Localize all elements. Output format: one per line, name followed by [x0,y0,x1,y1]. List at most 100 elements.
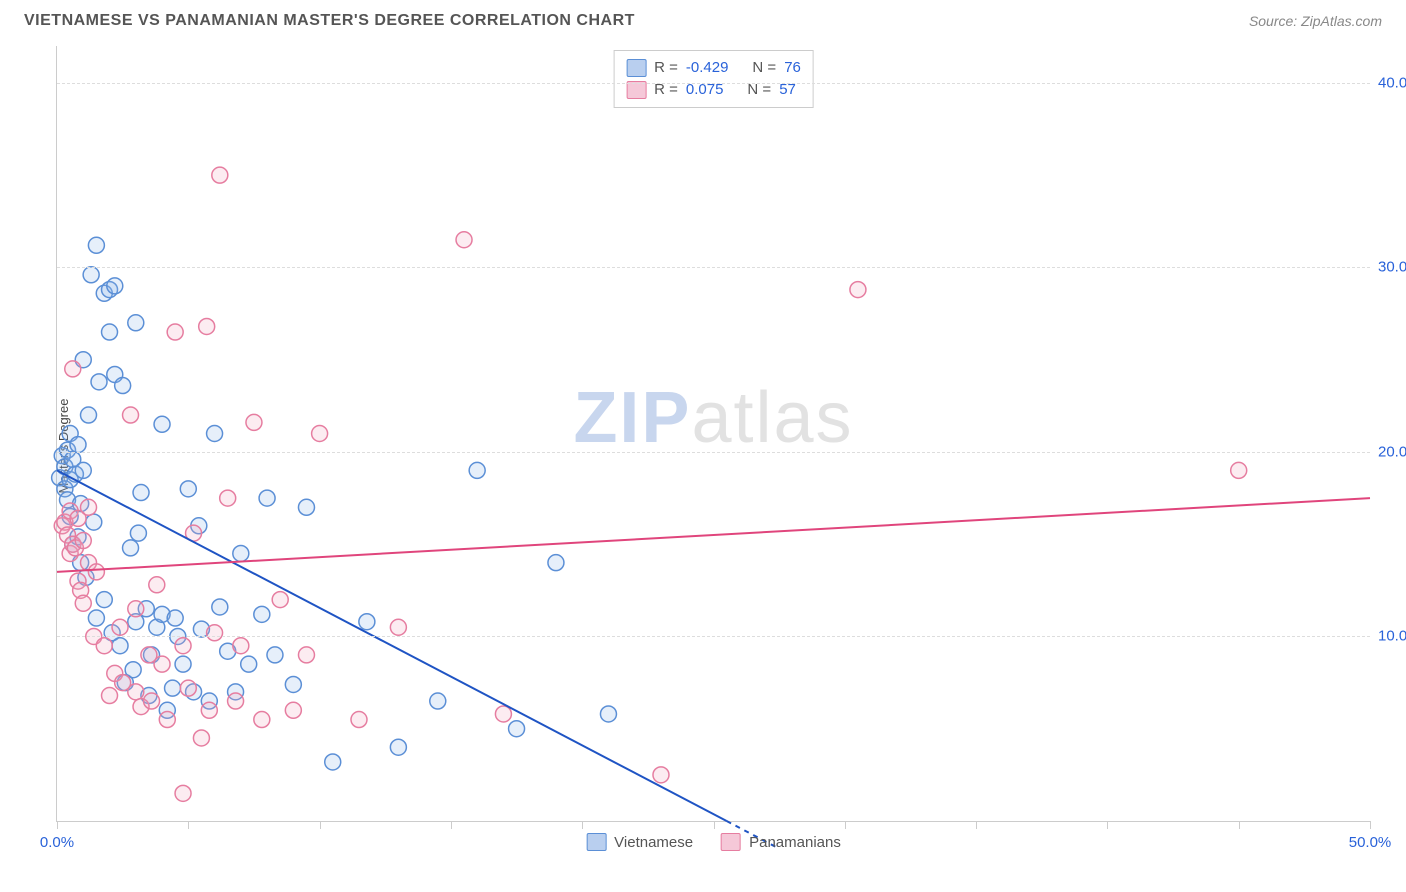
data-point [96,638,112,654]
chart-plot-area: ZIPatlas R = -0.429 N = 76 R = 0.075 N =… [56,46,1370,822]
data-point [233,545,249,561]
data-point [75,462,91,478]
data-point [70,437,86,453]
source-label: Source: ZipAtlas.com [1249,13,1382,29]
data-point [83,267,99,283]
data-point [102,324,118,340]
data-point [259,490,275,506]
data-point [144,693,160,709]
data-point [272,592,288,608]
footer-legend: Vietnamese Panamanians [586,833,841,851]
data-point [130,525,146,541]
legend-r-vietnamese: -0.429 [686,57,729,79]
data-point [220,490,236,506]
plot-svg [57,46,1370,821]
data-point [548,555,564,571]
gridline [57,636,1370,637]
data-point [88,564,104,580]
data-point [133,485,149,501]
xtick [582,821,583,829]
footer-label-vietnamese: Vietnamese [614,834,693,851]
legend-n-label: N = [752,57,776,79]
gridline [57,267,1370,268]
data-point [653,767,669,783]
data-point [165,680,181,696]
xtick [1370,821,1371,829]
correlation-legend: R = -0.429 N = 76 R = 0.075 N = 57 [613,50,814,108]
data-point [246,414,262,430]
data-point [509,721,525,737]
data-point [65,361,81,377]
regression-line [57,470,727,821]
data-point [102,688,118,704]
legend-n-vietnamese: 76 [784,57,801,79]
gridline [57,452,1370,453]
data-point [390,739,406,755]
data-point [88,610,104,626]
footer-swatch-panamanians [721,833,741,851]
legend-row-vietnamese: R = -0.429 N = 76 [626,57,801,79]
xtick [1107,821,1108,829]
data-point [167,610,183,626]
xtick [320,821,321,829]
footer-label-panamanians: Panamanians [749,834,841,851]
ytick-label: 10.0% [1378,628,1406,645]
data-point [125,662,141,678]
data-point [123,407,139,423]
data-point [298,647,314,663]
data-point [267,647,283,663]
data-point [207,625,223,641]
ytick-label: 40.0% [1378,74,1406,91]
data-point [456,232,472,248]
data-point [212,167,228,183]
gridline [57,83,1370,84]
xtick [1239,821,1240,829]
data-point [159,712,175,728]
data-point [91,374,107,390]
data-point [128,601,144,617]
data-point [154,416,170,432]
data-point [199,318,215,334]
ytick-label: 20.0% [1378,443,1406,460]
regression-line [57,498,1370,572]
data-point [298,499,314,515]
legend-swatch-vietnamese [626,59,646,77]
xtick-label: 0.0% [40,834,74,851]
footer-legend-panamanians: Panamanians [721,833,841,851]
data-point [96,592,112,608]
data-point [207,426,223,442]
data-point [254,606,270,622]
legend-r-label: R = [654,57,678,79]
data-point [81,499,97,515]
data-point [75,533,91,549]
data-point [285,676,301,692]
footer-swatch-vietnamese [586,833,606,851]
data-point [285,702,301,718]
footer-legend-vietnamese: Vietnamese [586,833,693,851]
data-point [600,706,616,722]
data-point [112,619,128,635]
data-point [351,712,367,728]
xtick [976,821,977,829]
data-point [167,324,183,340]
data-point [312,426,328,442]
data-point [149,577,165,593]
data-point [469,462,485,478]
data-point [201,702,217,718]
data-point [359,614,375,630]
ytick-label: 30.0% [1378,259,1406,276]
header: VIETNAMESE VS PANAMANIAN MASTER'S DEGREE… [0,0,1406,38]
data-point [180,680,196,696]
data-point [128,684,144,700]
data-point [241,656,257,672]
data-point [254,712,270,728]
data-point [193,730,209,746]
data-point [86,514,102,530]
xtick [714,821,715,829]
data-point [495,706,511,722]
data-point [850,282,866,298]
data-point [430,693,446,709]
data-point [175,638,191,654]
data-point [115,378,131,394]
data-point [180,481,196,497]
